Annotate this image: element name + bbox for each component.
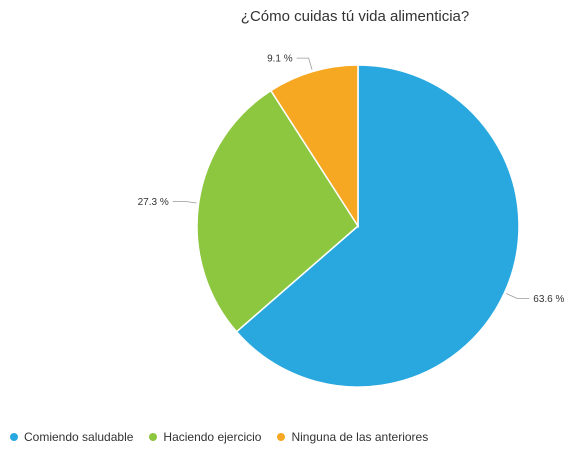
legend-dot-haciendo-ejercicio — [149, 433, 158, 441]
pie-chart: 63.6 % 27.3 % 9.1 % — [138, 54, 565, 388]
chart-legend: Comiendo saludable Haciendo ejercicio Ni… — [10, 430, 444, 444]
pie-slice-comiendo-saludable[interactable] — [235, 64, 520, 388]
legend-item-ninguna-de-las-anteriores[interactable]: Ninguna de las anteriores — [277, 430, 428, 444]
pie-slice-haciendo-ejercicio[interactable] — [196, 89, 359, 333]
slice-label: 9.1 % — [267, 54, 293, 65]
legend-label: Ninguna de las anteriores — [291, 430, 429, 444]
chart-title: ¿Cómo cuidas tú vida alimenticia? — [240, 8, 470, 25]
legend-item-haciendo-ejercicio[interactable]: Haciendo ejercicio — [149, 430, 261, 444]
pie-slice-labels: 63.6 % 27.3 % 9.1 % — [138, 54, 565, 305]
slice-label: 27.3 % — [138, 197, 169, 208]
legend-dot-comiendo-saludable — [10, 433, 18, 441]
leader-line — [172, 200, 197, 204]
legend-item-comiendo-saludable[interactable]: Comiendo saludable — [10, 430, 133, 444]
pie-slices — [196, 64, 520, 388]
leader-line — [296, 57, 313, 70]
legend-label: Haciendo ejercicio — [163, 430, 262, 444]
pie-leader-lines — [172, 57, 530, 299]
pie-slice-ninguna-de-las-anteriores[interactable] — [269, 64, 359, 229]
legend-label: Comiendo saludable — [24, 430, 134, 444]
leader-line — [506, 293, 530, 299]
slice-label: 63.6 % — [533, 294, 564, 305]
legend-dot-ninguna-de-las-anteriores — [277, 433, 286, 441]
